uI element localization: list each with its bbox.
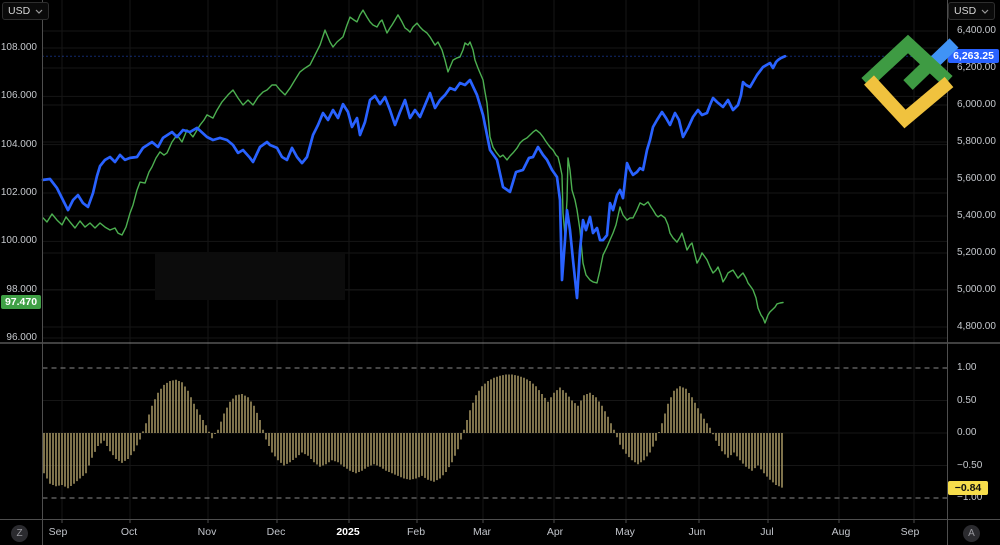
- time-axis-label: Sep: [48, 526, 68, 538]
- axis-tick-label: 104.000: [0, 138, 37, 150]
- blue-instrument-line: [41, 54, 787, 300]
- time-axis-label: Jul: [760, 526, 774, 538]
- axis-tick-label: 100.000: [0, 235, 37, 247]
- time-axis-label: Apr: [546, 526, 564, 538]
- axis-tick-label: 5,800.00: [957, 136, 996, 147]
- a-button[interactable]: A: [963, 525, 980, 542]
- axis-tick-label: 0.00: [957, 427, 977, 438]
- time-axis-label: Mar: [472, 526, 492, 538]
- time-axis-label: Jun: [688, 526, 706, 538]
- time-axis-label: 2025: [336, 526, 360, 538]
- currency-selector-right[interactable]: USD: [948, 2, 996, 20]
- axis-tick-label: −0.50: [957, 459, 983, 471]
- axis-tick-label: 96.000: [6, 332, 37, 343]
- axis-tick-label: 5,200.00: [957, 247, 996, 258]
- currency-selector-left[interactable]: USD: [2, 2, 50, 20]
- axis-tick-label: 1.00: [957, 362, 977, 373]
- axis-tick-label: 106.000: [0, 90, 37, 102]
- last-price-label-blue: 6,263.25: [948, 49, 999, 64]
- last-price-label-green: 97.470: [1, 295, 41, 310]
- left-price-scale[interactable]: 108.000 106.000 104.000 102.000 100.000 98.00…: [0, 0, 42, 519]
- time-axis-label: Dec: [266, 526, 286, 538]
- axis-tick-label: 6,400.00: [957, 25, 996, 36]
- axis-tick-label: 98.000: [6, 283, 37, 295]
- time-axis-label: Nov: [197, 526, 217, 538]
- watermark: [155, 252, 345, 300]
- z-button[interactable]: Z: [11, 525, 28, 542]
- time-scale[interactable]: Sep Oct Nov Dec 2025 Feb Mar Apr May Jun Jul Aug Sep: [0, 519, 1000, 545]
- axis-tick-label: 6,000.00: [957, 99, 996, 110]
- time-axis-label: May: [615, 526, 635, 538]
- axis-tick-label: 6,200.00: [957, 62, 996, 73]
- chevron-down-icon: [35, 9, 43, 14]
- chevron-down-icon: [981, 9, 989, 14]
- axis-tick-label: 5,000.00: [957, 284, 996, 295]
- currency-selector-right-label: USD: [954, 5, 977, 17]
- green-instrument-line: [42, 9, 784, 324]
- axis-tick-label: 102.000: [0, 187, 37, 198]
- axis-tick-label: −1.00: [957, 492, 983, 503]
- axis-tick-label: 108.000: [0, 42, 37, 53]
- time-axis-label: Aug: [831, 526, 851, 538]
- axis-tick-label: 5,400.00: [957, 210, 996, 221]
- axis-tick-label: 4,800.00: [957, 321, 996, 332]
- time-axis-label: Feb: [406, 526, 426, 538]
- axis-tick-label: 0.50: [957, 394, 977, 406]
- last-value-label-correlation: −0.84: [948, 480, 988, 495]
- time-axis-label: Sep: [900, 526, 920, 538]
- right-price-scale[interactable]: 6,400.00 6,200.00 6,000.00 5,800.00 5,600.00…: [948, 0, 1000, 519]
- currency-selector-left-label: USD: [8, 5, 31, 17]
- correlation-histogram: [43, 374, 783, 489]
- time-axis-label: Oct: [120, 526, 138, 538]
- axis-tick-label: 5,600.00: [957, 173, 996, 184]
